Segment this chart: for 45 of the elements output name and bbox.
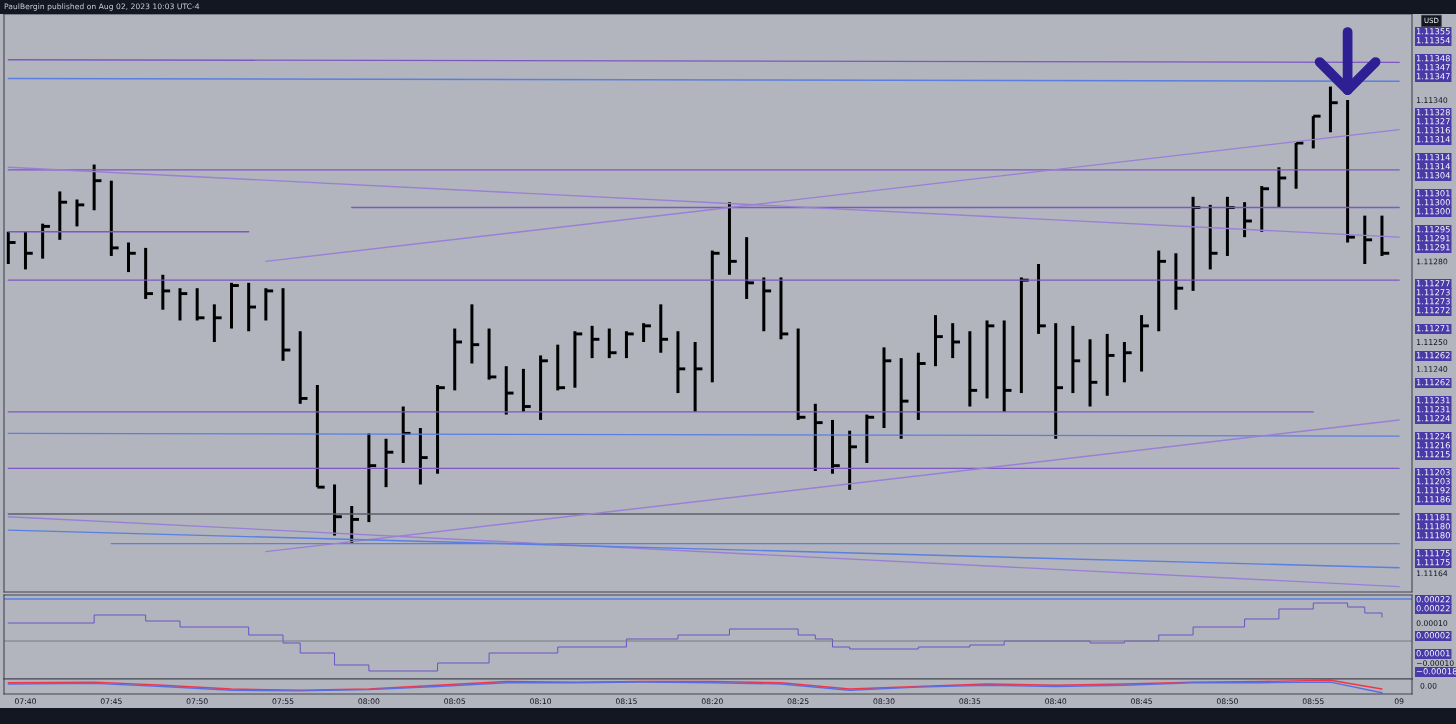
text: 1.11271: [1416, 325, 1450, 332]
text: 1.11316: [1416, 127, 1450, 134]
text: 0.00022: [1416, 605, 1450, 612]
text: 1.11328: [1416, 109, 1450, 116]
text: 1.11354: [1416, 37, 1450, 44]
text: 1.11291: [1416, 244, 1450, 251]
text: 1.11314: [1416, 154, 1450, 161]
text: 1.11291: [1416, 235, 1450, 242]
text: 1.11186: [1416, 496, 1450, 503]
text: 1.11327: [1416, 118, 1450, 125]
text: 1.11277: [1416, 280, 1450, 287]
text: 1.11314: [1416, 163, 1450, 170]
text: 1.11231: [1416, 406, 1450, 413]
text: 1.11355: [1416, 28, 1450, 35]
text: 0.00022: [1416, 596, 1450, 603]
text: 0.00001: [1416, 650, 1450, 657]
text: 1.11314: [1416, 136, 1450, 143]
text: 1.11175: [1416, 550, 1450, 557]
text: 1.11181: [1416, 514, 1450, 521]
text: 1.11262: [1416, 379, 1450, 386]
text: 1.11262: [1416, 352, 1450, 359]
text: 1.11273: [1416, 289, 1450, 296]
text: 1.11203: [1416, 478, 1450, 485]
text: 1.11273: [1416, 298, 1450, 305]
text: 1.11224: [1416, 415, 1450, 422]
text: 1.11272: [1416, 307, 1450, 314]
text: 1.11175: [1416, 559, 1450, 566]
text: 1.11180: [1416, 523, 1450, 530]
text: 1.11347: [1416, 73, 1450, 80]
text: 0.00002: [1416, 632, 1450, 639]
text: 1.11300: [1416, 199, 1450, 206]
text: 1.11216: [1416, 442, 1450, 449]
text: 1.11348: [1416, 55, 1450, 62]
text: −0.00018: [1416, 668, 1456, 675]
text: 1.11224: [1416, 433, 1450, 440]
text: 1.11301: [1416, 190, 1450, 197]
text: 1.11180: [1416, 532, 1450, 539]
text: 1.11300: [1416, 208, 1450, 215]
text: 1.11304: [1416, 172, 1450, 179]
text: 1.11231: [1416, 397, 1450, 404]
text: 1.11347: [1416, 64, 1450, 71]
text: 1.11215: [1416, 451, 1450, 458]
text: 1.11203: [1416, 469, 1450, 476]
text: 1.11192: [1416, 487, 1450, 494]
text: 1.11295: [1416, 226, 1450, 233]
